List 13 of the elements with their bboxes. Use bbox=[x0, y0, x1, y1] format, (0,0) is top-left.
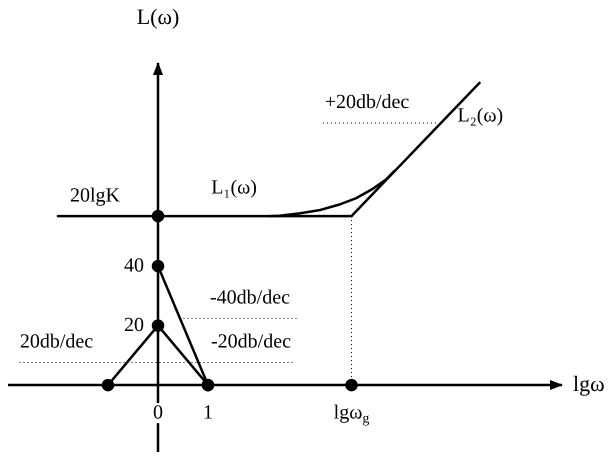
y-axis-title: L(ω) bbox=[136, 4, 180, 29]
series-label: L₁(ω) bbox=[211, 176, 257, 198]
x-tick-label: 1 bbox=[203, 401, 213, 424]
annotation: 20lgK bbox=[70, 184, 121, 206]
y-tick-label: 40 bbox=[124, 254, 144, 276]
annotation: -40db/dec bbox=[210, 286, 290, 309]
y-tick-label: 20 bbox=[124, 314, 144, 336]
x-axis-title: lgω bbox=[573, 370, 605, 396]
x-tick-label: 0 bbox=[153, 401, 163, 424]
series-label: L₂(ω) bbox=[458, 104, 504, 126]
annotation: -20db/dec bbox=[211, 330, 292, 353]
annotation: 20db/dec bbox=[20, 330, 94, 353]
annotation: +20db/dec bbox=[324, 91, 410, 114]
